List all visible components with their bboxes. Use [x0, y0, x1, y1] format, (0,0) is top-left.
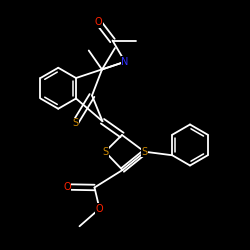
Text: O: O — [96, 204, 103, 214]
Text: S: S — [142, 147, 148, 157]
Text: N: N — [121, 57, 129, 67]
Text: O: O — [63, 182, 71, 192]
Text: S: S — [72, 118, 78, 128]
Text: O: O — [94, 17, 102, 27]
Text: S: S — [102, 147, 108, 157]
